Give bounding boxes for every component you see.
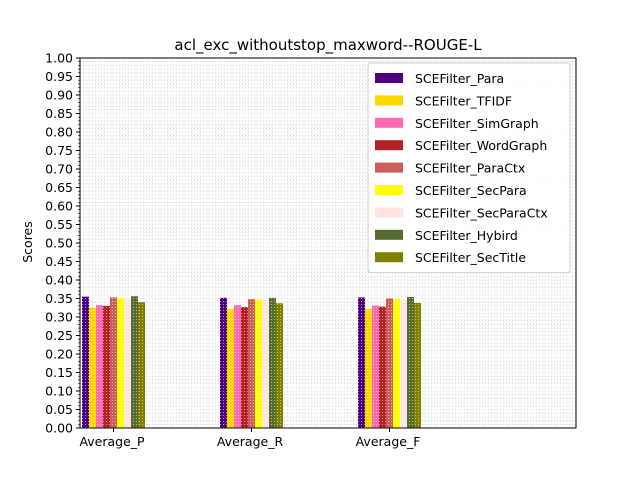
bar-hatch [234, 305, 241, 428]
legend-entry: SCEFilter_ParaCtx [415, 161, 525, 176]
y-tick-label: 1.00 [45, 51, 73, 66]
bar-hatch [82, 296, 89, 428]
legend-swatch [375, 207, 403, 218]
y-tick-label: 0.10 [45, 384, 73, 399]
legend-entry: SCEFilter_Para [415, 71, 504, 86]
bar-hatch [276, 303, 283, 428]
bar-hatch [96, 305, 103, 428]
legend-swatch [375, 162, 403, 173]
bar-hatch [117, 297, 124, 428]
bars [82, 296, 421, 428]
y-tick-label: 0.30 [45, 310, 73, 325]
y-tick-label: 0.70 [45, 162, 73, 177]
y-tick-label: 0.50 [45, 236, 73, 251]
bar-hatch [407, 297, 414, 428]
legend-swatch [375, 95, 403, 106]
bar-hatch [103, 305, 110, 428]
legend-swatch [375, 140, 403, 151]
bar-hatch [248, 299, 255, 428]
bar-hatch [372, 305, 379, 428]
bar-hatch [110, 297, 117, 428]
y-tick-label: 0.00 [45, 421, 73, 436]
bar-hatch [379, 306, 386, 428]
chart-title: acl_exc_withoutstop_maxword--ROUGE-L [174, 36, 482, 55]
legend-swatch [375, 185, 403, 195]
y-tick-label: 0.35 [45, 291, 73, 306]
legend-entry: SCEFilter_TFIDF [415, 93, 512, 108]
y-tick-label: 0.40 [45, 273, 73, 288]
bar-hatch [89, 307, 96, 428]
bar-hatch [241, 307, 248, 428]
y-axis: 0.00 0.05 0.10 0.15 0.20 0.25 0.30 0.35 0.40 0.45… [45, 51, 80, 436]
x-axis: Average_P Average_R Average_F [79, 428, 420, 449]
legend-entry: SCEFilter_SecParaCtx [415, 205, 548, 220]
bar-hatch [255, 299, 262, 428]
y-tick-label: 0.55 [45, 217, 73, 232]
legend-entry: SCEFilter_WordGraph [415, 138, 547, 153]
y-tick-label: 0.45 [45, 254, 73, 269]
y-tick-label: 0.65 [45, 180, 73, 195]
bar-hatch [124, 299, 131, 428]
bar-hatch [393, 299, 400, 428]
legend-entry: SCEFilter_SecPara [415, 183, 527, 198]
y-tick-label: 0.80 [45, 125, 73, 140]
bar-hatch [138, 302, 145, 428]
bar-hatch [220, 297, 227, 428]
y-tick-label: 0.85 [45, 106, 73, 121]
bar-hatch [400, 299, 407, 428]
legend: SCEFilter_Para SCEFilter_TFIDF SCEFilter_S… [367, 62, 571, 274]
legend-swatch [375, 229, 403, 240]
legend-swatch [375, 73, 403, 83]
bar-hatch [262, 299, 269, 428]
legend-swatch [375, 117, 403, 128]
bar-hatch [365, 308, 372, 428]
bar-hatch [227, 308, 234, 428]
x-tick-label: Average_P [79, 434, 145, 449]
bar-hatch [414, 302, 421, 428]
y-tick-label: 0.90 [45, 88, 73, 103]
bar-hatch [358, 297, 365, 428]
legend-entry: SCEFilter_SimGraph [415, 116, 539, 131]
x-tick-label: Average_F [356, 434, 421, 449]
legend-entry: SCEFilter_SecTitle [415, 250, 526, 265]
y-tick-label: 0.05 [45, 402, 73, 417]
y-axis-label: Scores [20, 221, 35, 263]
y-tick-label: 0.15 [45, 365, 73, 380]
bar-hatch [386, 298, 393, 428]
y-tick-label: 0.20 [45, 347, 73, 362]
legend-entry: SCEFilter_Hybird [415, 228, 518, 243]
y-tick-label: 0.60 [45, 199, 73, 214]
y-tick-label: 0.75 [45, 143, 73, 158]
y-tick-label: 0.25 [45, 328, 73, 343]
x-tick-label: Average_R [217, 434, 284, 449]
bar-hatch [269, 297, 276, 428]
legend-box [367, 62, 571, 274]
bar-hatch [131, 296, 138, 428]
legend-swatch [375, 252, 403, 263]
y-tick-label: 0.95 [45, 69, 73, 84]
